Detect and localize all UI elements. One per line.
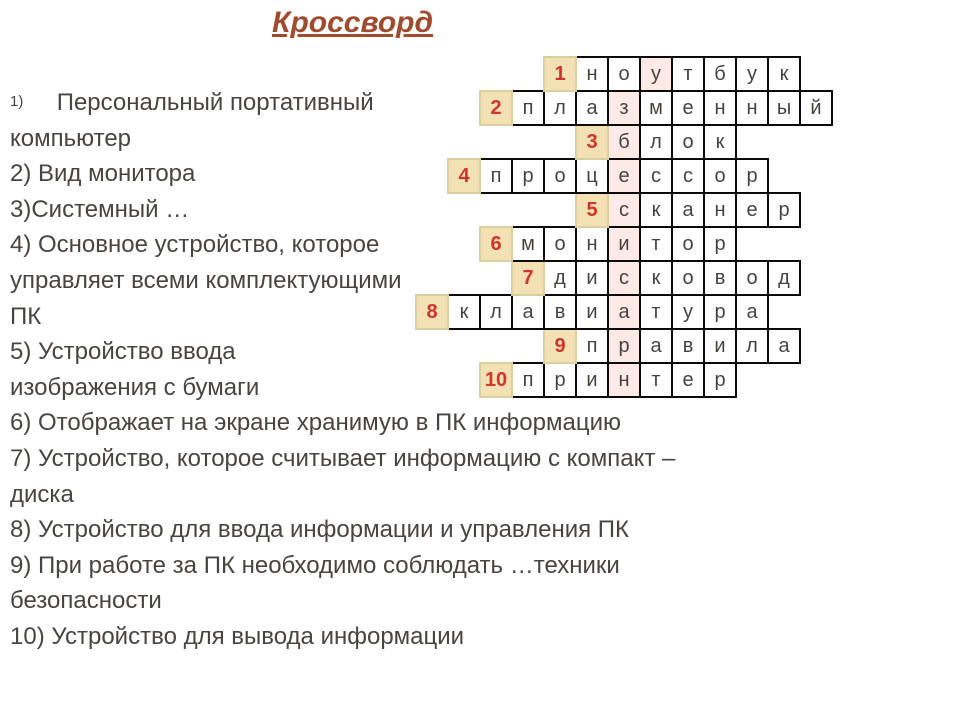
clue-4-line3: ПК — [10, 300, 950, 334]
clue-10: 10) Устройство для вывода информации — [10, 620, 950, 654]
clue-4-line1: 4) Основное устройство, которое — [10, 228, 950, 262]
clue-7-line2: диска — [10, 478, 950, 512]
clue-7-line1: 7) Устройство, которое считывает информа… — [10, 442, 950, 476]
clue-1-number: 1) — [10, 93, 23, 110]
clue-1-text-a: Персональный портативный — [57, 89, 374, 116]
clue-8: 8) Устройство для ввода информации и упр… — [10, 513, 950, 547]
clue-9-line1: 9) При работе за ПК необходимо соблюдать… — [10, 549, 950, 583]
clues-block: 1) Персональный портативный компьютер 2)… — [10, 86, 950, 656]
clue-6: 6) Отображает на экране хранимую в ПК ин… — [10, 406, 950, 440]
clue-5-line2: изображения с бумаги — [10, 371, 950, 405]
clue-2: 2) Вид монитора — [10, 157, 950, 191]
clue-3: 3)Системный … — [10, 193, 950, 227]
clue-9-line2: безопасности — [10, 584, 950, 618]
clue-1-line2: компьютер — [10, 122, 950, 156]
clue-1-line1: 1) Персональный портативный — [10, 86, 950, 120]
clue-4-line2: управляет всеми комплектующими — [10, 264, 950, 298]
clue-5-line1: 5) Устройство ввода — [10, 335, 950, 369]
page-title: Кроссворд — [272, 6, 433, 40]
